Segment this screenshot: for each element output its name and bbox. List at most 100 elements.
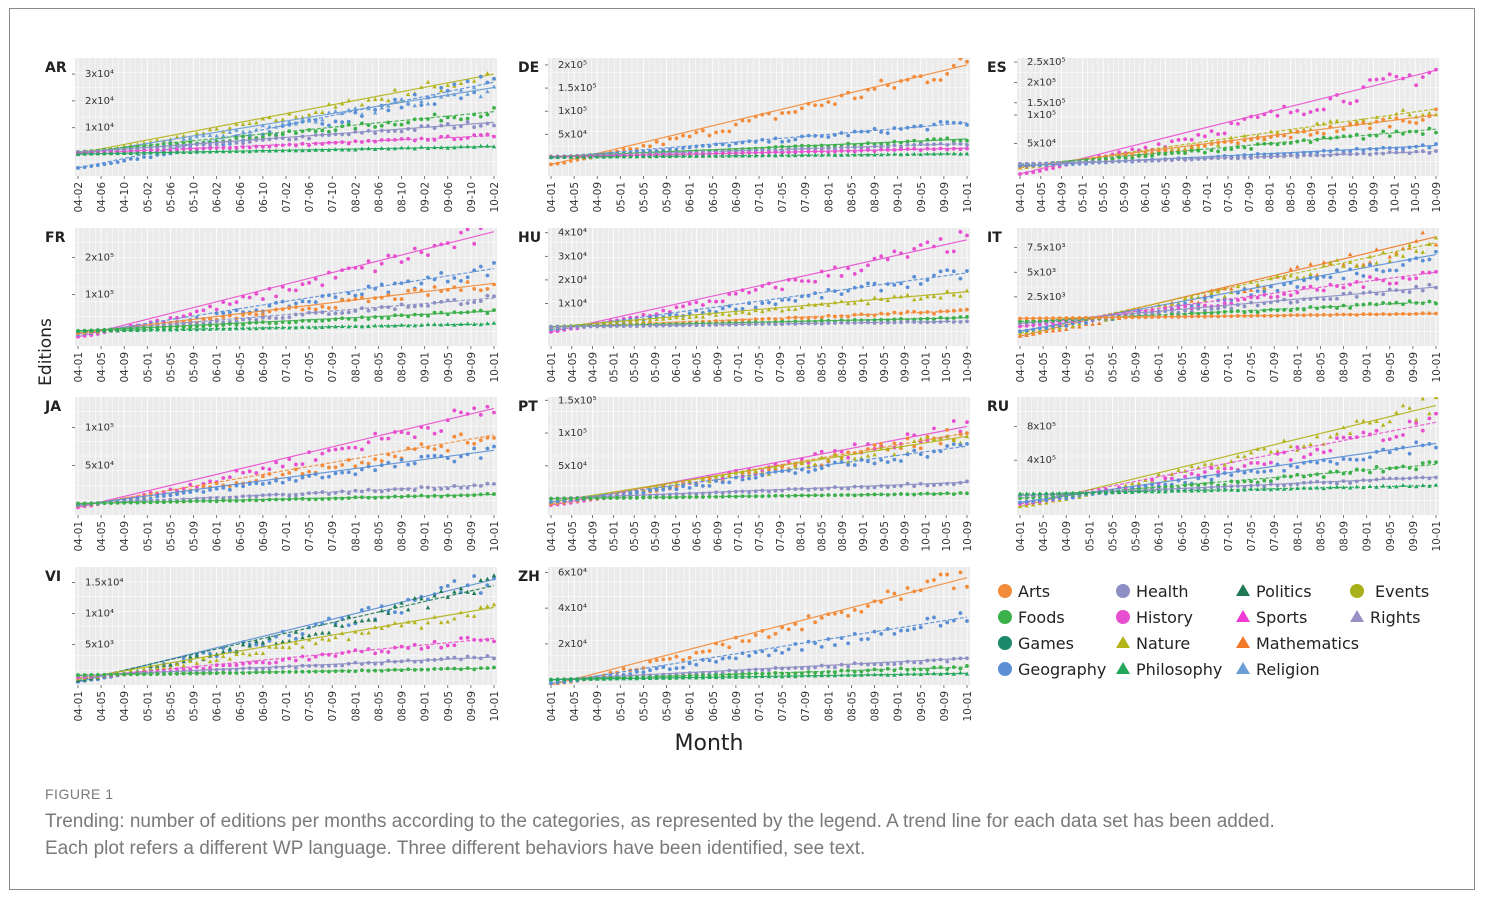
data-point xyxy=(1295,445,1300,450)
data-point xyxy=(1367,420,1373,425)
data-point xyxy=(1242,304,1247,309)
y-tick-label: 5x10⁴ xyxy=(1027,138,1056,149)
data-point xyxy=(471,78,477,83)
data-point xyxy=(806,279,811,284)
data-point xyxy=(412,287,417,292)
x-tick-label: 07-05 xyxy=(1223,182,1235,213)
data-point xyxy=(327,474,331,479)
data-point xyxy=(294,636,298,641)
x-tick-label: 06-05 xyxy=(1161,182,1173,213)
data-point xyxy=(1295,285,1300,289)
data-point xyxy=(925,455,930,459)
data-point xyxy=(674,136,679,141)
data-point xyxy=(1262,136,1267,141)
data-point xyxy=(320,475,325,480)
x-tick-label: 04-01 xyxy=(73,691,85,722)
data-point xyxy=(472,406,477,411)
data-point xyxy=(333,471,338,476)
data-point xyxy=(366,605,371,610)
series-health xyxy=(549,479,969,501)
data-point xyxy=(1130,147,1135,152)
panel-ja: 1x10⁵ 5x10⁴ 04-01 04-05 04-09 05-01 05-05 05-09… xyxy=(44,397,501,552)
data-point xyxy=(1414,284,1419,289)
data-point xyxy=(1380,250,1386,255)
data-point xyxy=(445,456,450,461)
data-point xyxy=(320,304,325,309)
data-point xyxy=(260,144,265,149)
data-point xyxy=(399,129,404,134)
data-point xyxy=(1368,126,1372,131)
data-point xyxy=(727,322,732,327)
data-point xyxy=(1196,156,1201,161)
x-tick-label: 05-05 xyxy=(1107,352,1119,383)
data-point xyxy=(360,608,364,612)
data-point xyxy=(478,94,483,99)
data-point xyxy=(1288,444,1293,449)
x-tick-label: 09-05 xyxy=(916,182,928,213)
data-point xyxy=(399,260,404,264)
data-point xyxy=(1394,150,1399,155)
data-point xyxy=(740,322,745,327)
data-point xyxy=(307,143,312,148)
trend-line xyxy=(550,143,968,158)
data-point xyxy=(1407,299,1412,304)
data-point xyxy=(426,313,430,318)
data-point xyxy=(938,491,943,496)
panel-hu: 4x10⁴ 3x10⁴ 2x10⁴ 1x10⁴ 04-01 04-05 04-09 05-01… xyxy=(518,228,974,383)
data-point xyxy=(667,323,672,328)
data-point xyxy=(1229,286,1234,291)
data-point xyxy=(1387,268,1392,273)
data-point xyxy=(1057,327,1062,332)
data-point xyxy=(878,445,884,450)
data-point xyxy=(1275,130,1280,135)
x-tick-label: 09-01 xyxy=(420,352,432,383)
data-point xyxy=(1361,418,1366,423)
x-tick-label: 09-05 xyxy=(1385,352,1397,383)
x-tick-label: 07-09 xyxy=(1244,182,1256,213)
data-point xyxy=(373,107,378,112)
data-point xyxy=(700,128,705,133)
series-foods xyxy=(1018,126,1438,167)
data-point xyxy=(1414,276,1419,281)
data-point xyxy=(465,301,470,306)
data-point xyxy=(254,312,259,317)
data-point xyxy=(892,452,897,457)
data-point xyxy=(373,307,378,312)
data-point xyxy=(912,444,917,449)
data-point xyxy=(951,269,956,274)
data-point xyxy=(1420,132,1425,136)
x-tick-label: 08-01 xyxy=(1292,352,1304,383)
x-tick-label: 05-05 xyxy=(1107,521,1119,552)
data-point xyxy=(1374,267,1379,272)
trend-line xyxy=(550,432,968,505)
trend-line xyxy=(77,310,495,332)
data-point xyxy=(1361,457,1366,462)
data-point xyxy=(445,83,450,88)
data-point xyxy=(859,152,864,157)
data-point xyxy=(254,120,259,125)
data-point xyxy=(879,288,884,293)
data-point xyxy=(1196,302,1201,307)
data-point xyxy=(1381,438,1386,443)
data-point xyxy=(1130,156,1135,160)
data-point xyxy=(399,96,404,101)
trend-line xyxy=(77,111,495,153)
data-point xyxy=(965,138,969,143)
data-point xyxy=(760,301,765,306)
data-point xyxy=(1302,285,1306,290)
x-tick-label: 09-09 xyxy=(466,521,478,552)
data-point xyxy=(767,467,771,472)
data-point xyxy=(1368,78,1372,82)
data-point xyxy=(405,92,411,97)
data-point xyxy=(1229,473,1234,478)
data-point xyxy=(1315,447,1320,452)
x-tick-label: 05-01 xyxy=(608,521,620,552)
data-point xyxy=(241,470,245,475)
data-point xyxy=(386,253,391,258)
data-point xyxy=(1222,466,1227,471)
data-point xyxy=(839,456,844,461)
data-point xyxy=(465,91,470,96)
data-point xyxy=(1367,260,1373,265)
data-point xyxy=(859,312,864,317)
trend-line xyxy=(550,138,968,158)
